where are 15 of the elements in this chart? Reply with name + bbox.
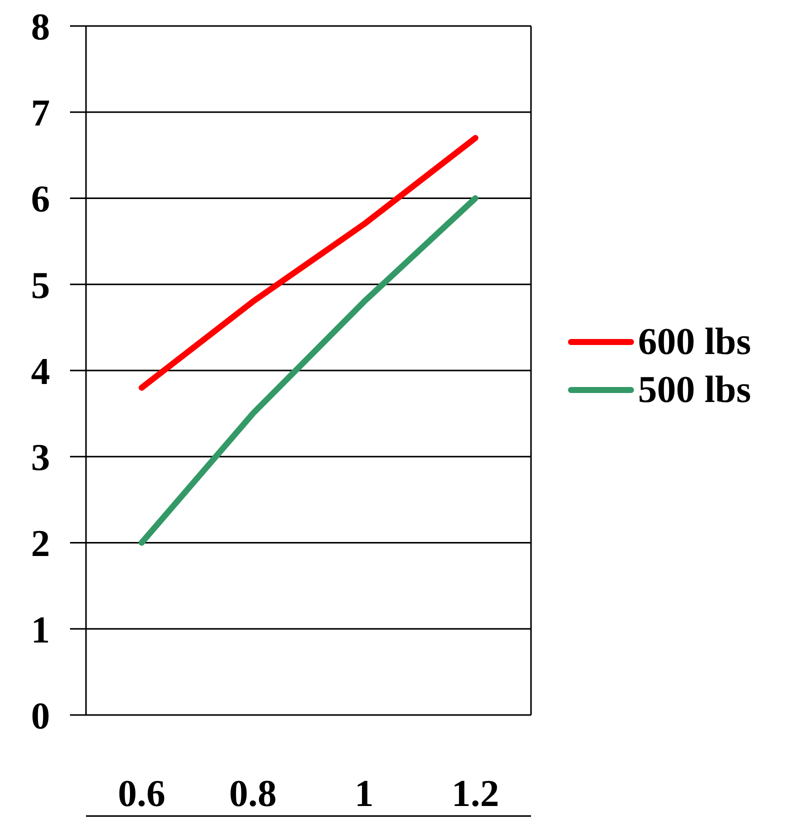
- y-tick-label: 6: [31, 178, 50, 221]
- x-tick-label: 1.2: [452, 772, 500, 815]
- y-tick-label: 8: [31, 6, 50, 48]
- y-tick-label: 2: [31, 523, 50, 566]
- y-tick-label: 1: [31, 609, 50, 652]
- x-tick-label: 0.6: [118, 772, 166, 815]
- legend-label: 500 lbs: [638, 368, 751, 412]
- y-tick-label: 5: [31, 264, 50, 307]
- y-tick-label: 4: [31, 350, 50, 393]
- legend-label: 600 lbs: [638, 320, 751, 364]
- y-tick-label: 3: [31, 437, 50, 480]
- x-tick-label: 0.8: [229, 772, 277, 815]
- y-tick-label: 0: [31, 695, 50, 738]
- x-tick-label: 1: [354, 772, 374, 815]
- y-tick-label: 7: [31, 92, 50, 135]
